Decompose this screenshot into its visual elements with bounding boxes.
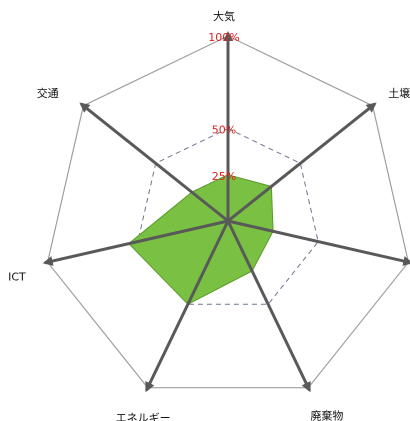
axis-label-3: 廃棄物 bbox=[310, 409, 343, 421]
gridline-ring-1 bbox=[137, 127, 319, 305]
axis-label-4: エネルギー bbox=[116, 412, 171, 421]
data-area-series-0 bbox=[128, 174, 274, 305]
axis-arrow-5 bbox=[42, 219, 229, 266]
tick-label-1: 50% bbox=[212, 124, 236, 137]
axis-arrow-4 bbox=[145, 220, 230, 393]
axis-arrow-2 bbox=[227, 219, 410, 266]
axis-arrow-1 bbox=[227, 102, 377, 223]
axis-label-5: ICT bbox=[8, 271, 26, 284]
tick-label-0: 25% bbox=[212, 170, 236, 183]
gridline-ring-2 bbox=[46, 35, 410, 389]
axis-arrow-6 bbox=[79, 102, 229, 223]
axis-arrow-3 bbox=[226, 220, 311, 393]
tick-label-2: 100% bbox=[208, 31, 239, 44]
axis-label-0: 大気 bbox=[213, 9, 235, 23]
axis-label-6: 交通 bbox=[37, 86, 59, 100]
axis-label-1: 土壌 bbox=[388, 87, 410, 100]
